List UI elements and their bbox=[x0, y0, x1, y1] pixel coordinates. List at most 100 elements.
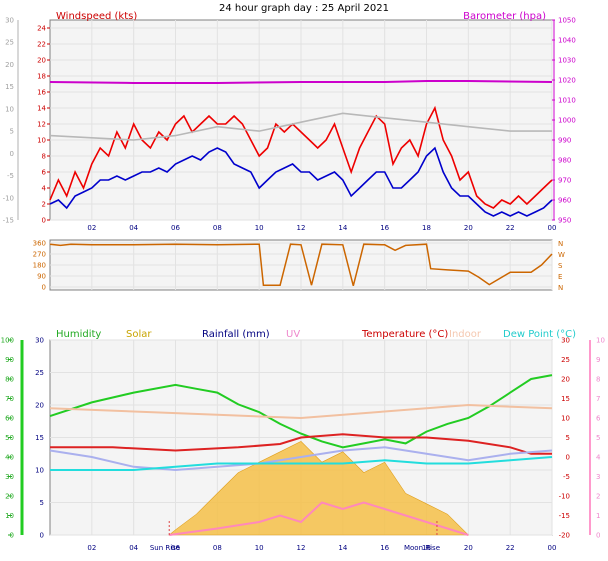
temp-tick-label: -5 bbox=[563, 473, 570, 481]
temp-x-tick-label: 08 bbox=[213, 544, 222, 552]
wind-x-tick-label: 00 bbox=[548, 224, 557, 232]
baro-y-tick-label: 1050 bbox=[558, 17, 576, 25]
barometer-axis-label: Barometer (hpa) bbox=[463, 11, 546, 22]
rain-tick-label: 10 bbox=[35, 467, 44, 475]
wind-y-tick-label: 10 bbox=[37, 137, 46, 145]
legend-indoor: Indoor bbox=[449, 329, 482, 340]
uv-tick-label: 5 bbox=[596, 434, 600, 442]
wind-y-tick-label: 24 bbox=[37, 25, 46, 33]
temp-series-3 bbox=[49, 446, 553, 472]
wind-x-tick-label: 10 bbox=[255, 224, 264, 232]
temp-x-tick-label: 04 bbox=[129, 544, 138, 552]
legend-dew-point: Dew Point (°C) bbox=[503, 329, 576, 340]
dir-y-tick-label: 0 bbox=[42, 284, 46, 292]
temp-outer-tick-label: 10 bbox=[5, 105, 14, 113]
uv-tick-label: 7 bbox=[596, 395, 600, 403]
temp-outer-tick-label: -5 bbox=[7, 172, 14, 180]
dir-y-tick-label: 180 bbox=[33, 262, 46, 270]
temp-tick-label: -15 bbox=[559, 512, 570, 520]
baro-y-tick-label: 1020 bbox=[558, 77, 576, 85]
temp-x-tick-label: 00 bbox=[548, 544, 557, 552]
dir-y-tick-label: 270 bbox=[33, 251, 46, 259]
temp-x-tick-label: 06 bbox=[171, 544, 180, 552]
legend-rainfall: Rainfall (mm) bbox=[202, 329, 270, 340]
uv-tick-label: 9 bbox=[596, 356, 600, 364]
wind-y-tick-label: 20 bbox=[37, 57, 46, 65]
temp-tick-label: 20 bbox=[561, 376, 570, 384]
wind-series-2 bbox=[49, 80, 553, 84]
humidity-tick-label: 20 bbox=[5, 493, 14, 501]
temp-tick-label: 5 bbox=[566, 434, 570, 442]
humidity-tick-label: 100 bbox=[1, 337, 14, 345]
series-layer bbox=[49, 80, 553, 536]
temp-tick-label: 0 bbox=[566, 454, 570, 462]
chart-title: 24 hour graph day : 25 April 2021 bbox=[219, 3, 389, 14]
dir-compass-label: S bbox=[558, 262, 563, 270]
temp-outer-tick-label: 30 bbox=[5, 17, 14, 25]
windspeed-axis-label: Windspeed (kts) bbox=[56, 11, 137, 22]
temp-series-4 bbox=[50, 456, 553, 471]
rain-tick-label: 30 bbox=[35, 337, 44, 345]
temp-tick-label: 15 bbox=[561, 395, 570, 403]
temp-series-0 bbox=[49, 374, 553, 449]
temp-outer-tick-label: 15 bbox=[5, 83, 14, 91]
rain-tick-label: 15 bbox=[35, 434, 44, 442]
temp-series-2 bbox=[50, 433, 552, 455]
dir-compass-label: W bbox=[558, 251, 565, 259]
humidity-tick-label: 60 bbox=[5, 415, 14, 423]
temp-x-tick-label: 14 bbox=[338, 544, 347, 552]
wind-y-tick-label: 14 bbox=[37, 105, 46, 113]
wind-x-tick-label: 20 bbox=[464, 224, 473, 232]
wind-y-tick-label: 16 bbox=[37, 89, 46, 97]
temp-tick-label: 30 bbox=[561, 337, 570, 345]
temp-series-1 bbox=[49, 403, 553, 420]
baro-y-tick-label: 950 bbox=[558, 217, 571, 225]
temp-x-tick-label: 10 bbox=[255, 544, 264, 552]
temp-outer-tick-label: 0 bbox=[10, 150, 14, 158]
wind-x-tick-label: 04 bbox=[129, 224, 138, 232]
humidity-tick-label: 0 bbox=[10, 532, 14, 540]
temp-tick-label: 25 bbox=[561, 356, 570, 364]
wind-y-tick-label: 22 bbox=[37, 41, 46, 49]
dir-compass-label: E bbox=[558, 273, 562, 281]
wind-y-tick-label: 12 bbox=[37, 121, 46, 129]
dir-y-tick-label: 90 bbox=[37, 273, 46, 281]
baro-y-tick-label: 1030 bbox=[558, 57, 576, 65]
temp-x-tick-label: 18 bbox=[422, 544, 431, 552]
temp-x-tick-label: 22 bbox=[506, 544, 515, 552]
legend-temperature: Temperature (°C) bbox=[361, 329, 448, 340]
baro-y-tick-label: 1040 bbox=[558, 37, 576, 45]
wind-x-tick-label: 14 bbox=[338, 224, 347, 232]
wind-x-tick-label: 18 bbox=[422, 224, 431, 232]
temp-tick-label: -20 bbox=[559, 532, 570, 540]
wind-y-tick-label: 2 bbox=[42, 201, 46, 209]
legend-humidity: Humidity bbox=[56, 329, 101, 340]
humidity-tick-label: 80 bbox=[5, 376, 14, 384]
humidity-tick-label: 50 bbox=[5, 434, 14, 442]
wind-series-1 bbox=[49, 146, 553, 217]
baro-y-tick-label: 980 bbox=[558, 157, 571, 165]
baro-y-tick-label: 960 bbox=[558, 197, 571, 205]
rain-tick-label: 25 bbox=[35, 369, 44, 377]
grid-layer bbox=[50, 20, 553, 536]
temp-x-tick-label: 02 bbox=[87, 544, 96, 552]
temp-tick-label: -10 bbox=[559, 493, 570, 501]
legend-solar: Solar bbox=[126, 329, 152, 340]
temp-outer-tick-label: 25 bbox=[5, 39, 14, 47]
wind-x-tick-label: 08 bbox=[213, 224, 222, 232]
humidity-tick-label: 40 bbox=[5, 454, 14, 462]
uv-tick-label: 2 bbox=[596, 493, 600, 501]
baro-y-tick-label: 1000 bbox=[558, 117, 576, 125]
uv-tick-label: 6 bbox=[596, 415, 601, 423]
baro-y-tick-label: 970 bbox=[558, 177, 571, 185]
legend-uv: UV bbox=[286, 329, 300, 340]
uv-tick-label: 1 bbox=[596, 512, 600, 520]
uv-tick-label: 10 bbox=[596, 337, 605, 345]
temp-outer-tick-label: -10 bbox=[3, 194, 14, 202]
moon-rise-label: Moon Rise bbox=[404, 544, 440, 552]
rain-tick-label: 0 bbox=[40, 532, 44, 540]
wind-x-tick-label: 16 bbox=[380, 224, 389, 232]
humidity-tick-label: 30 bbox=[5, 473, 14, 481]
